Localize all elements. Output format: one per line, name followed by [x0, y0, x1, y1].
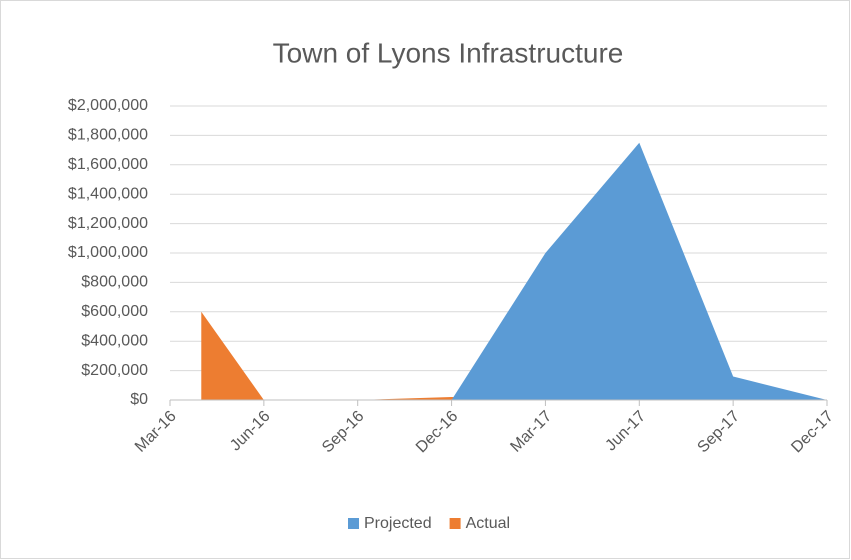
y-tick-label: $1,400,000 — [68, 185, 148, 202]
y-tick-label: $600,000 — [81, 303, 148, 320]
y-tick-label: $1,000,000 — [68, 244, 148, 261]
y-tick-label: $200,000 — [81, 362, 148, 379]
chart-title: Town of Lyons Infrastructure — [273, 37, 624, 68]
legend-label: Actual — [466, 515, 510, 532]
y-tick-label: $1,200,000 — [68, 215, 148, 232]
y-tick-label: $1,800,000 — [68, 127, 148, 144]
y-tick-label: $0 — [130, 391, 148, 408]
legend-label: Projected — [364, 515, 432, 532]
legend-swatch — [348, 518, 359, 529]
area — [201, 311, 546, 400]
area — [451, 142, 827, 400]
y-tick-label: $800,000 — [81, 274, 148, 291]
y-tick-label: $400,000 — [81, 332, 148, 349]
legend-swatch — [449, 518, 461, 529]
y-tick-label: $1,600,000 — [68, 156, 148, 173]
y-tick-label: $2,000,000 — [68, 97, 148, 114]
